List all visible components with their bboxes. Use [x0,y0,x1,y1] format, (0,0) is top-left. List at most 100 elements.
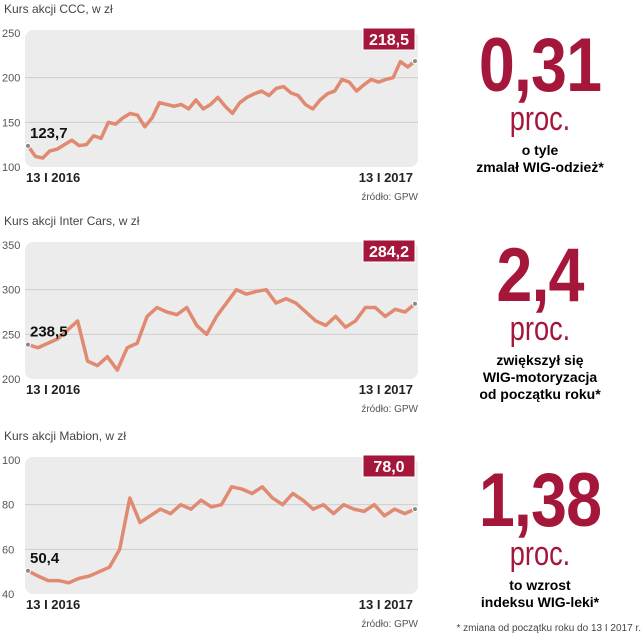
data-point [363,84,365,86]
data-point [245,293,248,295]
data-point [156,306,158,309]
data-point [383,515,386,517]
stat-unit: proc. [509,535,571,573]
source-label: źródło: GPW [361,192,418,203]
data-point [275,302,277,304]
data-point [324,324,327,327]
data-point [355,90,358,92]
data-point [404,512,406,515]
stat-description: o tyle zmalał WIG-odzież* [440,142,640,176]
y-tick-label: 200 [2,374,20,386]
start-marker [25,142,31,149]
data-point [285,297,287,300]
data-point [342,503,345,506]
x-tick-label: 13 I 2016 [26,597,80,612]
y-tick-label: 350 [2,240,20,252]
data-point [215,315,218,318]
stat-value: 1,38 [478,458,602,543]
data-point [158,101,161,104]
data-point [302,499,304,501]
price-line [26,59,417,160]
data-point [88,575,90,577]
data-point [159,508,162,510]
y-tick-label: 60 [2,544,14,556]
data-point [246,96,248,99]
data-point [297,94,299,97]
end-value-label: 78,0 [373,459,404,476]
data-point [235,288,238,291]
x-tick-label: 13 I 2016 [26,170,80,185]
data-point [114,123,117,125]
stat-value: 2,4 [496,233,584,318]
line-chart: 100 150 200 250 123,7 218,5 13 I 2016 13 I 2017 [2,27,418,185]
data-point [363,510,365,513]
description-line: o tyle [521,142,559,158]
data-point [314,320,317,322]
chart-title: Kurs akcji Inter Cars, w zł [4,214,140,228]
data-point [136,342,138,345]
stat-description: zwiększył się WIG-motoryzacja od początku … [440,352,640,403]
data-point [78,144,80,147]
start-marker [25,341,31,348]
start-value-label: 123,7 [30,125,68,142]
stat-block: 1,38 proc. to wzrost indeksu WIG-leki* [440,458,640,611]
chart-title: Kurs akcji CCC, w zł [4,2,113,16]
data-point [49,150,51,152]
data-point [265,288,267,291]
data-point [176,313,178,316]
data-point [166,311,168,313]
x-tick-label: 13 I 2016 [26,382,80,397]
data-point [98,570,101,573]
start-value-label: 238,5 [30,324,68,341]
chart-panel: Kurs akcji CCC, w zł 100 150 200 250 123,7 218… [0,0,430,212]
data-point [165,103,168,106]
data-point [332,512,335,515]
footnote: * zmiana od początku roku do 13 I 2017 r… [456,623,641,634]
data-point [230,486,233,488]
x-tick-label: 13 I 2017 [359,597,413,612]
data-point [224,105,226,108]
description-line: indeksu WIG-leki* [480,594,600,610]
data-point [100,137,102,140]
description-line: WIG-motoryzacja [482,369,598,385]
stat-description: to wzrost indeksu WIG-leki* [440,577,640,611]
description-line: to wzrost [509,577,571,593]
y-tick-label: 100 [2,162,20,174]
data-point [136,114,139,116]
data-point [311,108,314,110]
data-point [231,112,234,115]
data-point [122,117,124,119]
data-point [319,99,321,101]
data-point [169,512,172,515]
line-chart: 40 60 80 100 50,4 78,0 13 I 2016 13 I 2017 [2,454,418,612]
data-point [271,497,274,499]
data-point [364,306,367,309]
data-point [304,103,307,106]
data-point [149,515,152,517]
y-tick-label: 100 [2,455,20,467]
data-point [195,324,198,327]
data-point [205,333,208,336]
data-point [78,577,80,580]
data-point [377,81,380,83]
data-point [225,302,228,304]
data-point [209,103,212,106]
data-point [353,508,355,510]
start-value-label: 50,4 [30,550,60,567]
data-point [333,90,336,92]
data-point [275,87,278,90]
price-line [27,287,417,372]
data-point [85,143,88,146]
source-label: źródło: GPW [361,404,418,415]
data-point [260,90,263,92]
start-marker [25,567,31,574]
data-point [129,497,131,499]
y-tick-label: 40 [2,589,14,601]
data-point [56,148,59,150]
chart-panel: Kurs akcji Mabion, w zł 40 60 80 100 50,4 78,0… [0,427,430,639]
data-point [63,143,66,146]
y-tick-label: 250 [2,28,20,40]
chart-title: Kurs akcji Mabion, w zł [4,429,127,443]
data-point [56,338,59,340]
end-marker [412,58,418,65]
